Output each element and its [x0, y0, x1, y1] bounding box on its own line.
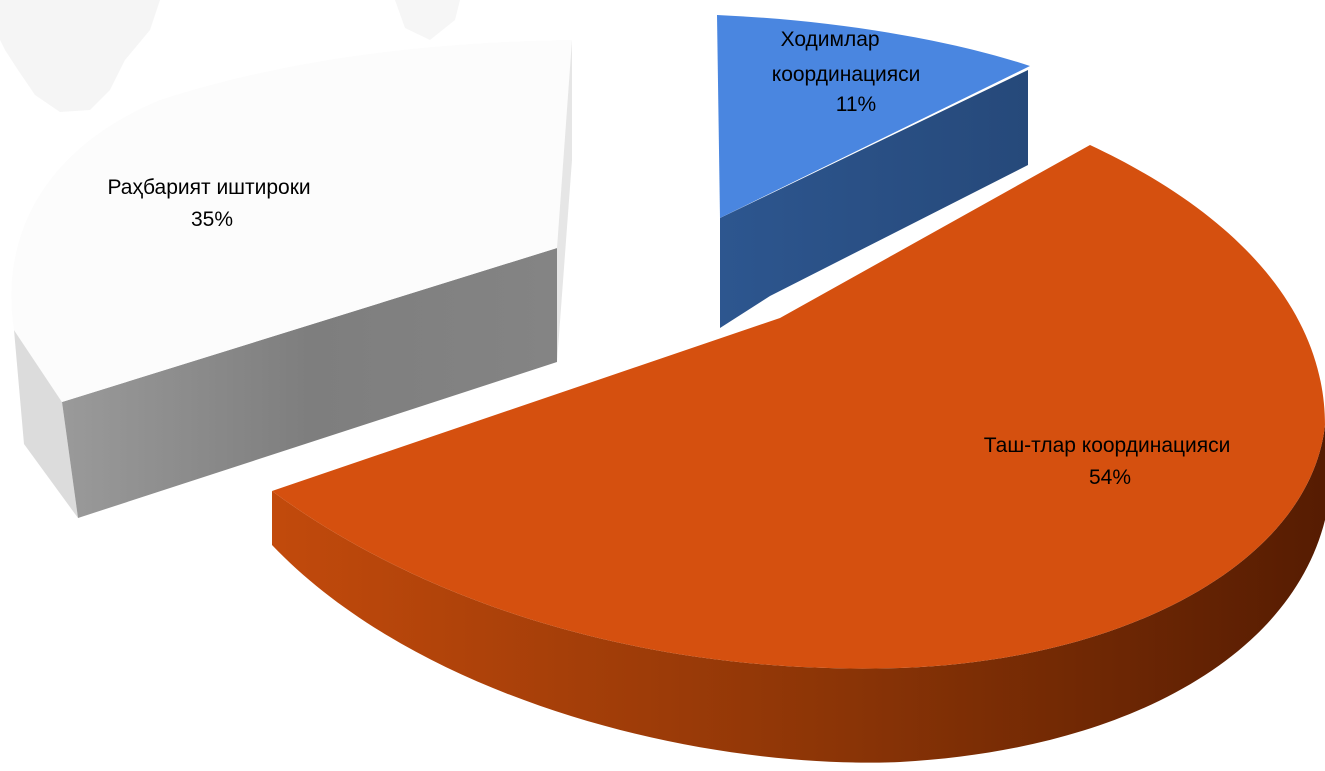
- label-tashtlar: Таш-тлар координацияси 54%: [984, 434, 1236, 489]
- pie-slice-side-rahbariyat: [14, 330, 78, 518]
- pie-slice-xodimlar: [717, 15, 1030, 328]
- pie-slice-front-xodimlar: [720, 70, 1028, 328]
- pie-slice-top-tashtlar: [272, 145, 1325, 669]
- label-xodimlar-line2: координацияси: [772, 63, 921, 86]
- pie-slice-side-tashtlar: [272, 425, 1325, 763]
- pie-slice-top-xodimlar: [717, 15, 1030, 218]
- label-xodimlar-line1: Ходимлар: [781, 28, 880, 51]
- pie-slice-rahbariyat: [11, 40, 573, 518]
- label-tashtlar-line1: Таш-тлар координацияси: [984, 434, 1231, 457]
- label-tashtlar-percent: 54%: [1089, 466, 1131, 489]
- label-rahbariyat-line1: Раҳбарият иштироки: [108, 176, 311, 199]
- pie-slice-edge-rahbariyat: [557, 40, 572, 362]
- label-xodimlar-percent: 11%: [836, 93, 876, 116]
- pie-slice-tashtlar: [272, 145, 1325, 763]
- background-map-decoration: [0, 0, 460, 112]
- label-rahbariyat: Раҳбарият иштироки 35%: [108, 176, 317, 231]
- pie-slice-top-rahbariyat: [11, 40, 573, 402]
- pie-slice-front-rahbariyat: [62, 248, 557, 518]
- label-xodimlar: Ходимлар координацияси 11%: [772, 28, 926, 116]
- label-rahbariyat-percent: 35%: [191, 208, 233, 231]
